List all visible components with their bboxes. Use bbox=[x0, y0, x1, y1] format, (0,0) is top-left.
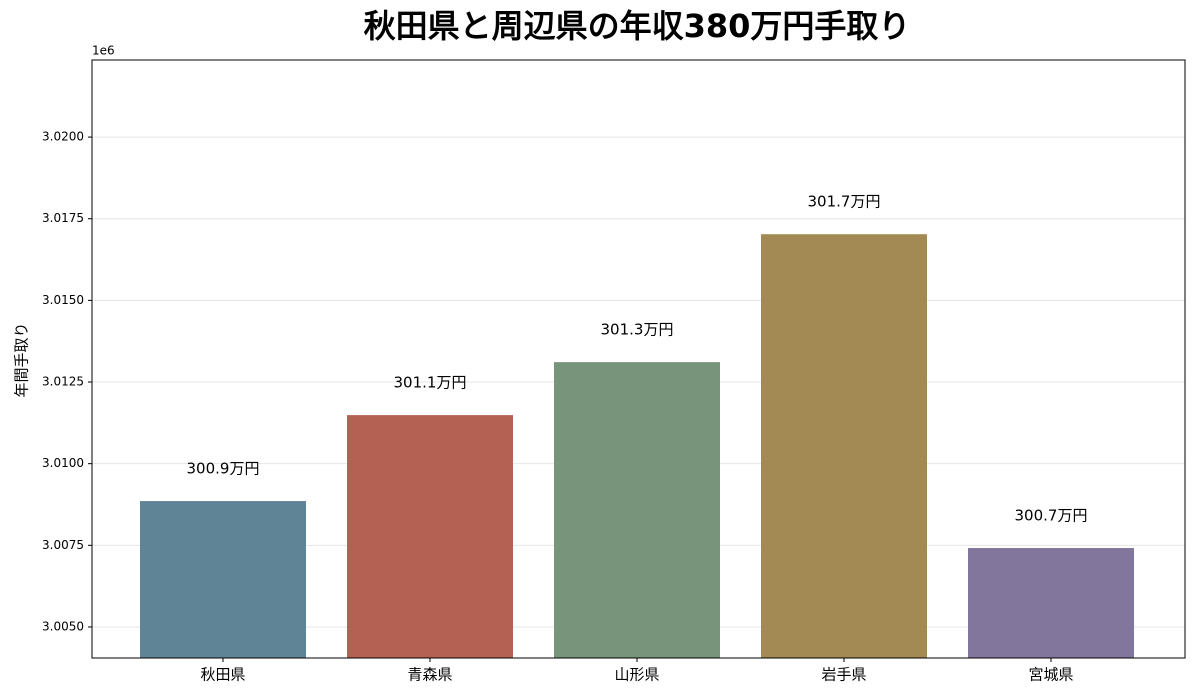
value-label: 301.7万円 bbox=[808, 193, 881, 211]
x-tick-label: 青森県 bbox=[407, 666, 452, 684]
value-label: 301.1万円 bbox=[394, 374, 467, 392]
y-tick-label: 3.0175 bbox=[42, 211, 84, 225]
y-tick-label: 3.0150 bbox=[42, 293, 84, 307]
y-tick-label: 3.0125 bbox=[42, 375, 84, 389]
x-tick-label: 山形県 bbox=[614, 666, 659, 684]
bar bbox=[554, 362, 720, 658]
plot-frame bbox=[91, 59, 1186, 659]
value-label: 301.3万円 bbox=[601, 321, 674, 339]
value-label: 300.9万円 bbox=[187, 460, 260, 478]
x-tick-label: 秋田県 bbox=[200, 666, 245, 684]
y-tick-label: 3.0100 bbox=[42, 456, 84, 470]
y-tick-label: 3.0050 bbox=[42, 619, 84, 633]
chart-title: 秋田県と周辺県の年収380万円手取り bbox=[364, 7, 911, 45]
y-tick-label: 3.0075 bbox=[42, 538, 84, 552]
x-tick-label: 岩手県 bbox=[821, 666, 866, 684]
x-tick-label: 宮城県 bbox=[1028, 666, 1073, 684]
bar bbox=[761, 234, 927, 658]
bar bbox=[968, 548, 1134, 658]
y-offset-label: 1e6 bbox=[92, 44, 115, 58]
y-axis-label: 年間手取り bbox=[13, 322, 31, 397]
bar bbox=[347, 415, 513, 658]
value-label: 300.7万円 bbox=[1015, 507, 1088, 525]
bar bbox=[140, 501, 306, 658]
y-tick-label: 3.0200 bbox=[42, 130, 84, 144]
